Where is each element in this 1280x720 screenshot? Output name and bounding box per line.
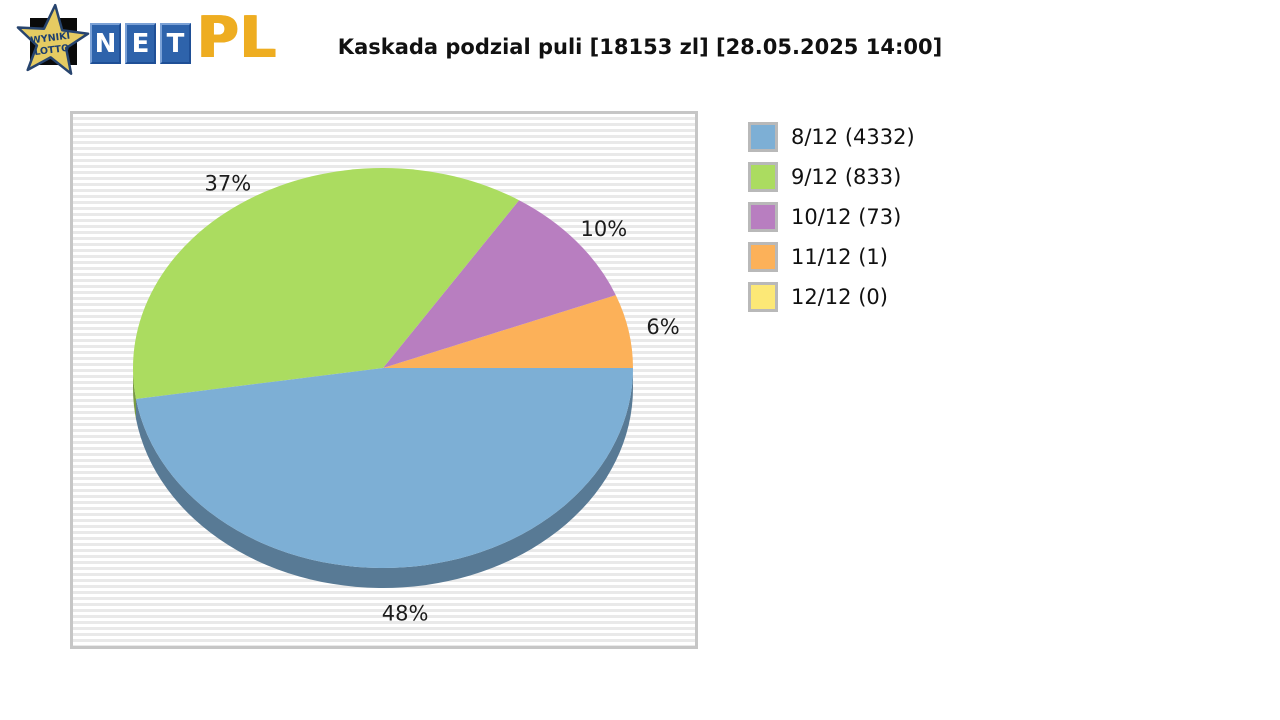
- legend-item-8-12: 8/12 (4332): [748, 122, 915, 152]
- legend-item-10-12: 10/12 (73): [748, 202, 915, 232]
- legend-label-11-12: 11/12 (1): [791, 245, 888, 269]
- pie-percent-label-8-12: 48%: [382, 601, 429, 625]
- legend-label-8-12: 8/12 (4332): [791, 125, 915, 149]
- pie-slice-9-12: [132, 168, 520, 399]
- logo-pl-text: PL: [197, 5, 278, 71]
- star-shape: [16, 3, 90, 75]
- legend-swatch-8-12: [748, 122, 778, 152]
- legend-swatch-12-12: [748, 282, 778, 312]
- legend-label-10-12: 10/12 (73): [791, 205, 902, 229]
- legend-item-11-12: 11/12 (1): [748, 242, 915, 272]
- logo-letter-n: N: [90, 23, 121, 64]
- pie-slice-8-12: [136, 368, 633, 568]
- legend-swatch-10-12: [748, 202, 778, 232]
- wyniki-lotto-net-pl-logo[interactable]: WYNIKI LOTTO N E T PL: [10, 2, 278, 84]
- chart-panel: 6% 10% 37% 48%: [70, 111, 698, 649]
- chart-legend: 8/12 (4332) 9/12 (833) 10/12 (73) 11/12 (1)…: [748, 122, 915, 322]
- pie-percent-label-10-12: 10%: [580, 217, 627, 241]
- pie-slice-11-12: [383, 295, 633, 368]
- pie-slice-depth-9-12: [133, 368, 137, 419]
- legend-swatch-9-12: [748, 162, 778, 192]
- pie-percent-label-11-12: 6%: [646, 315, 679, 339]
- legend-item-12-12: 12/12 (0): [748, 282, 915, 312]
- pie-chart: 6% 10% 37% 48%: [132, 168, 680, 625]
- legend-label-12-12: 12/12 (0): [791, 285, 888, 309]
- legend-label-9-12: 9/12 (833): [791, 165, 902, 189]
- logo-letter-e: E: [125, 23, 156, 64]
- star-text-line2: LOTTO: [34, 43, 70, 58]
- lotto-star-icon: WYNIKI LOTTO: [16, 3, 90, 75]
- pie-slice-10-12: [383, 200, 616, 368]
- logo-net-tiles: N E T: [90, 23, 191, 64]
- pie-percent-label-9-12: 37%: [205, 171, 252, 195]
- legend-swatch-11-12: [748, 242, 778, 272]
- chart-title: Kaskada podzial puli [18153 zl] [28.05.2…: [337, 35, 943, 59]
- legend-item-9-12: 9/12 (833): [748, 162, 915, 192]
- star-text-line1: WYNIKI: [30, 31, 71, 47]
- logo-letter-t: T: [160, 23, 191, 64]
